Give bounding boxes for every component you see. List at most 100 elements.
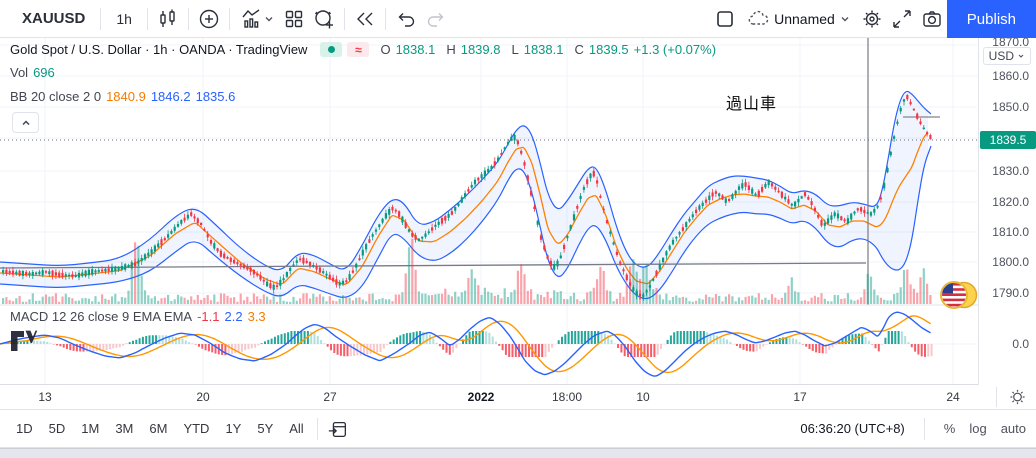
chevron-down-icon	[265, 16, 273, 21]
last-price-tag: 1839.5	[980, 131, 1036, 149]
range-button-1y[interactable]: 1Y	[225, 421, 242, 436]
fullscreen-icon	[893, 10, 911, 28]
range-button-5y[interactable]: 5Y	[257, 421, 274, 436]
volume-value: 696	[33, 65, 55, 80]
collapse-legend-button[interactable]	[12, 112, 39, 133]
bb-upper-value: 1846.2	[150, 89, 191, 104]
range-button-1d[interactable]: 1D	[16, 421, 33, 436]
axis-settings-button[interactable]	[996, 387, 1026, 407]
publish-button[interactable]: Publish	[946, 0, 1036, 38]
range-button-3m[interactable]: 3M	[115, 421, 134, 436]
time-tick-label: 2022	[467, 390, 495, 404]
top-toolbar-right: Unnamed Publish	[710, 0, 1036, 38]
time-tick-label: 27	[323, 390, 337, 404]
live-dot-icon	[327, 46, 335, 53]
chart-settings-button[interactable]	[857, 4, 887, 34]
price-tick-label: 1830.0	[992, 164, 1029, 178]
macd-zero-tick-label: 0.0	[1012, 337, 1029, 351]
bb-legend[interactable]: BB 20 close 2 0 1840.9 1846.2 1835.6	[10, 89, 235, 104]
percent-scale-button[interactable]: %	[943, 421, 956, 436]
close-label: C	[574, 42, 584, 57]
divider	[384, 7, 386, 30]
price-tick-label: 1860.0	[992, 69, 1029, 83]
time-tick-label: 10	[636, 390, 650, 404]
bb-basis-value: 1840.9	[106, 89, 146, 104]
log-scale-button[interactable]: log	[969, 421, 987, 436]
tradingview-logo[interactable]	[10, 330, 46, 357]
price-tick-label: 1820.0	[992, 195, 1029, 209]
multichart-button[interactable]	[710, 4, 740, 34]
price-tick-label: 1850.0	[992, 100, 1029, 114]
rewind-icon	[356, 12, 373, 25]
divider	[146, 7, 148, 30]
goto-date-button[interactable]	[323, 414, 353, 444]
range-button-ytd[interactable]: YTD	[183, 421, 210, 436]
volume-label: Vol	[10, 65, 29, 80]
divider	[100, 7, 102, 30]
undo-icon	[398, 12, 415, 27]
range-button-5d[interactable]: 5D	[48, 421, 66, 436]
compare-button[interactable]	[194, 4, 224, 34]
time-axis[interactable]: 13 20 27 2022 18:00 10 17 24	[0, 385, 1036, 410]
macd-label: MACD 12 26 close 9 EMA EMA	[10, 309, 193, 324]
price-axis[interactable]: USD 1870.0 1860.0 1850.0 1830.0 1820.0 1810.0…	[978, 35, 1036, 385]
clock-label[interactable]: 06:36:20 (UTC+8)	[800, 421, 905, 436]
range-button-all[interactable]: All	[289, 421, 304, 436]
candlestick-icon	[160, 9, 175, 27]
divider	[923, 417, 925, 440]
macd-legend[interactable]: MACD 12 26 close 9 EMA EMA -1.1 2.2 3.3	[10, 309, 266, 324]
chart-text-annotation[interactable]: 過山車	[726, 96, 778, 113]
indicators-button[interactable]	[235, 4, 279, 34]
layout-grid-button[interactable]	[279, 4, 309, 34]
market-status-badge[interactable]	[320, 42, 343, 57]
close-value: 1839.5	[588, 42, 629, 57]
low-value: 1838.1	[523, 42, 564, 57]
bb-label: BB 20 close 2 0	[10, 89, 102, 104]
macd-hist-value: -1.1	[197, 309, 220, 324]
date-range-buttons: 1D 5D 1M 3M 6M YTD 1Y 5Y All	[0, 417, 312, 440]
auto-scale-button[interactable]: auto	[1000, 421, 1026, 436]
volume-legend[interactable]: Vol 696	[10, 65, 55, 80]
range-button-1m[interactable]: 1M	[81, 421, 100, 436]
undo-button[interactable]	[391, 4, 421, 34]
redo-button[interactable]	[421, 4, 451, 34]
main-series-legend[interactable]: Gold Spot / U.S. Dollar · 1h · OANDA · T…	[10, 42, 716, 57]
redo-icon	[427, 12, 444, 27]
divider	[316, 417, 318, 440]
bar-replay-button[interactable]	[350, 4, 380, 34]
interval-button[interactable]: 1h	[116, 10, 132, 27]
plus-circle-icon	[199, 9, 219, 28]
open-label: O	[380, 42, 391, 57]
symbol-button[interactable]: XAUUSD	[22, 10, 86, 27]
divider	[228, 7, 230, 30]
chart-style-button[interactable]	[153, 4, 183, 34]
chart-plot	[0, 38, 978, 386]
price-tick-label: 1810.0	[992, 225, 1029, 239]
time-tick-label: 18:00	[551, 390, 583, 404]
time-tick-label: 17	[793, 390, 807, 404]
alarm-plus-icon	[314, 9, 333, 28]
layout-menu-button[interactable]: Unnamed	[740, 4, 857, 34]
change-value: +1.3 (+0.07%)	[633, 42, 717, 57]
price-tick-label: 1870.0	[992, 35, 1029, 49]
bb-lower-value: 1835.6	[195, 89, 236, 104]
currency-selector[interactable]: USD	[982, 47, 1031, 65]
gear-icon	[863, 10, 881, 28]
series-title: Gold Spot / U.S. Dollar · 1h · OANDA · T…	[10, 42, 308, 57]
approx-data-badge[interactable]: ≈	[347, 42, 370, 57]
time-tick-label: 13	[38, 390, 52, 404]
square-icon	[717, 11, 733, 27]
indicators-icon	[242, 8, 260, 28]
layout-name-label: Unnamed	[774, 11, 835, 27]
high-value: 1839.8	[460, 42, 501, 57]
snapshot-button[interactable]	[917, 4, 947, 34]
chart-canvas[interactable]: Gold Spot / U.S. Dollar · 1h · OANDA · T…	[0, 38, 978, 410]
camera-icon	[923, 11, 941, 27]
open-value: 1838.1	[395, 42, 436, 57]
range-button-6m[interactable]: 6M	[149, 421, 168, 436]
sun-gear-icon	[1010, 389, 1025, 405]
fullscreen-button[interactable]	[887, 4, 917, 34]
chevron-up-icon	[21, 119, 30, 125]
alert-button[interactable]	[309, 4, 339, 34]
